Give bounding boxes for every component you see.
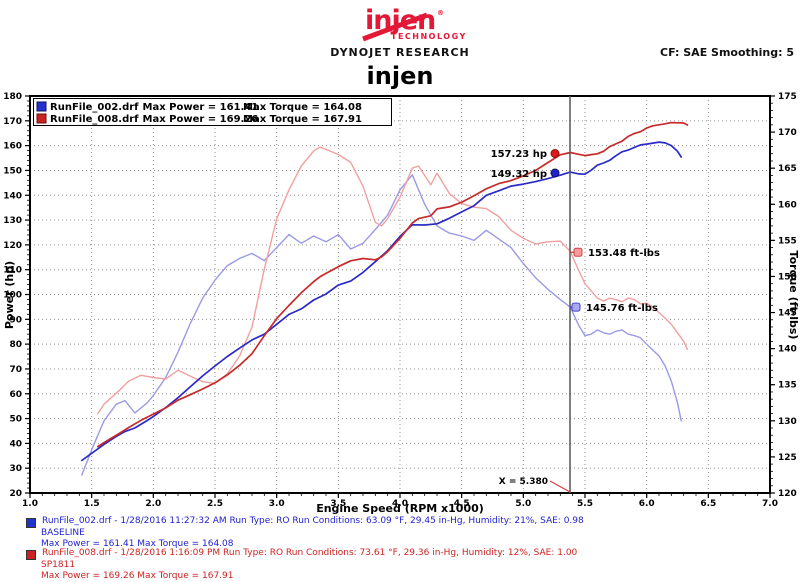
logo-brand-text: injen xyxy=(365,5,435,36)
torque-tick-label: 130 xyxy=(778,417,797,427)
run2-info-block: RunFile_008.drf - 1/28/2016 1:16:09 PM R… xyxy=(26,548,577,582)
torque-tick-label: 170 xyxy=(778,128,797,138)
run1-label: BASELINE xyxy=(41,528,85,538)
curve-runfile-002-drf-torque xyxy=(81,174,682,476)
power-tick-label: 70 xyxy=(9,365,22,375)
rpm-tick-label: 5.0 xyxy=(515,499,531,509)
rpm-tick-label: 4.5 xyxy=(454,499,470,509)
power-tick-label: 100 xyxy=(3,291,22,301)
legend-run2-file-power: RunFile_008.drf Max Power = 169.26 xyxy=(50,114,258,125)
run2-label: SP1811 xyxy=(41,560,76,570)
legend-swatch-run2 xyxy=(36,113,47,124)
rpm-tick-label: 6.5 xyxy=(700,499,716,509)
logo-registered-mark: ® xyxy=(437,9,444,17)
torque-tick-label: 150 xyxy=(778,272,797,282)
run2-max-values: Max Power = 169.26 Max Torque = 167.91 xyxy=(41,571,234,581)
power-tick-label: 20 xyxy=(9,489,22,499)
red-power-marker-dot xyxy=(550,149,560,158)
power-tick-label: 180 xyxy=(3,92,22,102)
run1-info-block: RunFile_002.drf - 1/28/2016 11:27:32 AM … xyxy=(26,516,584,550)
torque-tick-label: 155 xyxy=(778,236,797,246)
legend-run1-torque: Max Torque = 164.08 xyxy=(243,102,362,113)
left-axis-title: Power (hp) xyxy=(3,261,16,329)
rpm-tick-label: 6.0 xyxy=(639,499,655,509)
curve-runfile-008-drf-power xyxy=(96,121,689,448)
dyno-curves xyxy=(80,121,689,476)
torque-tick-label: 120 xyxy=(778,489,797,499)
curve-runfile-008-drf-torque xyxy=(97,146,689,415)
cursor-x-label: X = 5.380 xyxy=(499,477,548,487)
power-tick-label: 80 xyxy=(9,340,22,350)
plot-frame xyxy=(29,95,771,494)
logo-slash xyxy=(362,12,428,42)
legend-run1-file-power: RunFile_002.drf Max Power = 161.41 xyxy=(50,102,258,113)
rpm-tick-label: 4.0 xyxy=(392,499,408,509)
rpm-tick-label: 7.0 xyxy=(762,499,778,509)
rpm-tick-label: 3.5 xyxy=(330,499,346,509)
blue-torque-marker xyxy=(571,302,581,312)
cursor-annotations: 157.23 hp 149.32 hp 153.48 ft-lbs 145.76… xyxy=(491,149,660,493)
rpm-tick-label: 2.0 xyxy=(145,499,161,509)
power-tick-label: 30 xyxy=(9,464,22,474)
axis-tick-labels: 180 170 160 150 140 130 120 110 100 90 80 70 60 50 40 3… xyxy=(3,92,797,509)
power-tick-label: 130 xyxy=(3,216,22,226)
power-tick-label: 160 xyxy=(3,142,22,152)
cursor-label-leader-line xyxy=(549,480,571,493)
dynojet-research-label: DYNOJET RESEARCH xyxy=(330,46,470,59)
rpm-tick-label: 1.5 xyxy=(84,499,100,509)
legend-swatch-run1 xyxy=(36,101,47,112)
power-tick-label: 110 xyxy=(3,266,22,276)
logo-sub-text: TECHNOLOGY xyxy=(391,32,467,41)
run2-conditions: RunFile_008.drf - 1/28/2016 1:16:09 PM R… xyxy=(42,548,578,558)
torque-tick-label: 165 xyxy=(778,164,797,174)
legend-run2-torque: Max Torque = 167.91 xyxy=(243,114,362,125)
torque-tick-label: 135 xyxy=(778,381,797,391)
rpm-tick-label: 1.0 xyxy=(22,499,38,509)
torque-tick-label: 160 xyxy=(778,200,797,210)
grid-lines xyxy=(30,96,770,493)
rpm-tick-label: 3.0 xyxy=(269,499,285,509)
rpm-tick-label: 5.5 xyxy=(577,499,593,509)
power-tick-label: 40 xyxy=(9,439,22,449)
blue-power-annotation: 149.32 hp xyxy=(491,169,547,180)
power-tick-label: 50 xyxy=(9,415,22,425)
power-tick-label: 120 xyxy=(3,241,22,251)
red-power-annotation: 157.23 hp xyxy=(491,149,547,160)
legend-box xyxy=(33,98,392,126)
blue-torque-annotation: 145.76 ft-lbs xyxy=(586,303,658,314)
torque-tick-label: 140 xyxy=(778,345,797,355)
power-tick-label: 140 xyxy=(3,191,22,201)
right-axis-title: Torque (ft-lbs) xyxy=(787,251,800,340)
power-tick-label: 150 xyxy=(3,166,22,176)
run1-conditions: RunFile_002.drf - 1/28/2016 11:27:32 AM … xyxy=(42,516,584,526)
injen-technology-logo: injen ® TECHNOLOGY xyxy=(0,3,800,45)
run2-file-icon xyxy=(26,550,36,560)
correction-factor-label: CF: SAE Smoothing: 5 xyxy=(660,46,794,59)
red-torque-annotation: 153.48 ft-lbs xyxy=(588,248,660,259)
torque-tick-label: 145 xyxy=(778,309,797,319)
torque-tick-label: 125 xyxy=(778,453,797,463)
chart-legend: RunFile_002.drf Max Power = 161.41 Max To… xyxy=(33,98,392,126)
power-tick-label: 90 xyxy=(9,315,22,325)
run1-max-values: Max Power = 161.41 Max Torque = 164.08 xyxy=(41,539,234,549)
torque-tick-label: 175 xyxy=(778,92,797,102)
run1-file-icon xyxy=(26,518,36,528)
page-title: injen xyxy=(366,62,434,90)
power-tick-label: 60 xyxy=(9,390,22,400)
injen-logo-graphic: injen ® TECHNOLOGY xyxy=(362,5,467,42)
power-tick-label: 170 xyxy=(3,117,22,127)
rpm-tick-label: 2.5 xyxy=(207,499,223,509)
curve-runfile-002-drf-power xyxy=(80,141,683,462)
red-torque-marker xyxy=(573,247,583,257)
blue-power-marker-dot xyxy=(550,168,560,178)
x-axis-title: Engine Speed (RPM x1000) xyxy=(316,502,484,515)
